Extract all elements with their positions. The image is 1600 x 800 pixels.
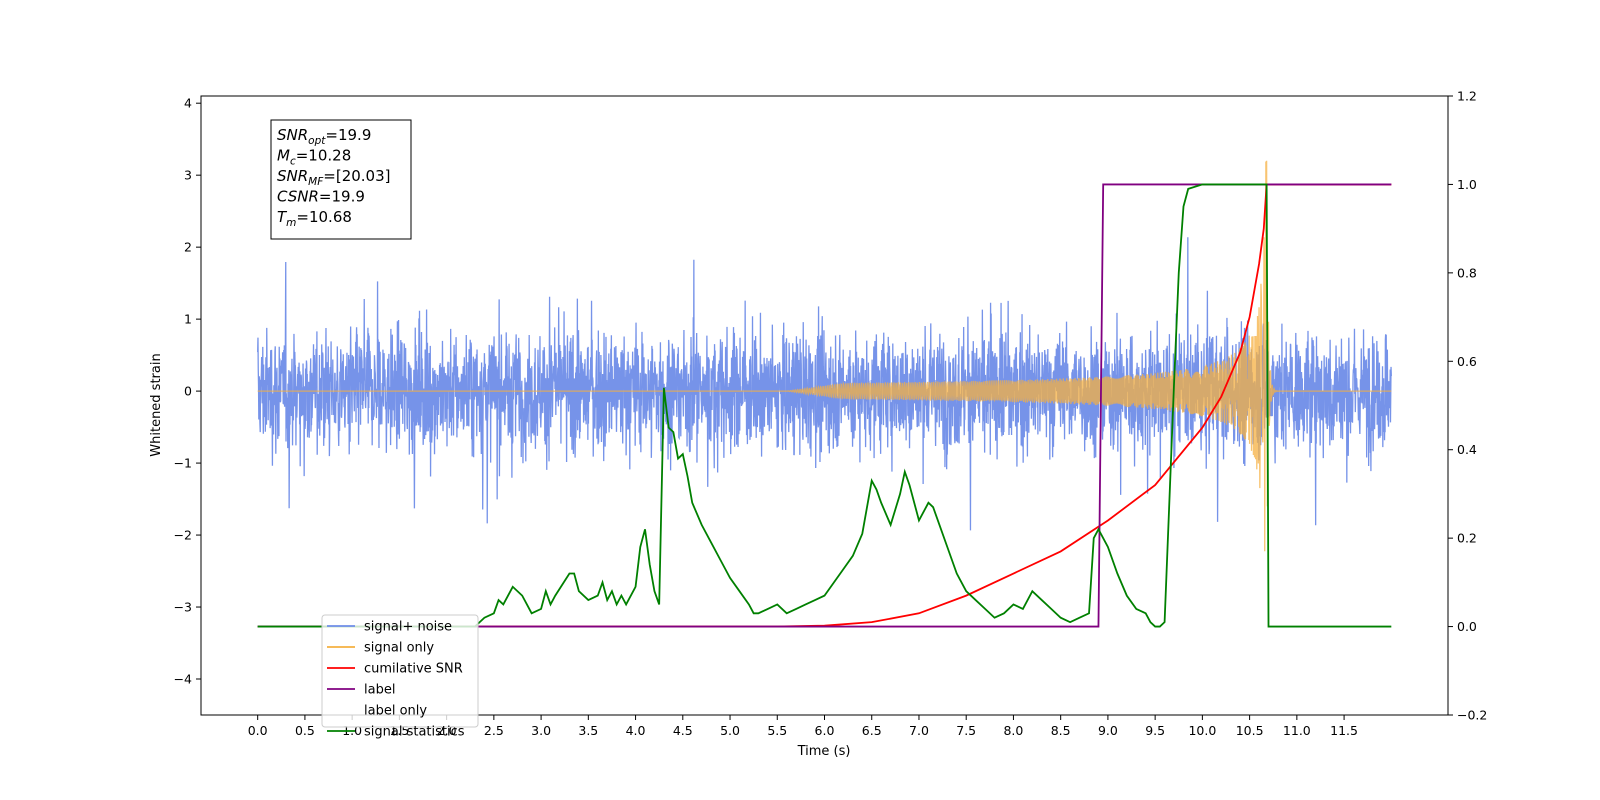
- info-line: SNRMF=[20.03]: [277, 167, 391, 188]
- info-box-frame: [270, 119, 412, 240]
- y-left-tick-label: 3: [184, 168, 192, 183]
- y-right-tick-label: 0.4: [1457, 442, 1477, 457]
- info-line: Tm=10.68: [277, 208, 352, 229]
- x-tick-label: 0.5: [295, 723, 315, 738]
- y-left-tick-label: −3: [174, 600, 192, 615]
- legend-entry: label only: [364, 704, 427, 719]
- axes: 0.0 0.5 1.0 1.5 2.0 2.5 3.0 3.5 4.0 4.5 5.0 5.5 6.0 6…: [174, 89, 1488, 739]
- x-tick-label: 10.0: [1188, 723, 1216, 738]
- x-axis-label: Time (s): [797, 744, 851, 759]
- x-tick-label: 7.5: [956, 723, 976, 738]
- y-right-tick-label: 0.0: [1457, 619, 1477, 634]
- x-tick-label: 5.0: [720, 723, 740, 738]
- legend-frame: [321, 614, 479, 728]
- y-right-tick-label: 0.2: [1457, 531, 1477, 546]
- legend-entry: signal statistics: [364, 725, 465, 740]
- y-axis-label: Whitened strain: [149, 353, 164, 456]
- x-tick-label: 0.0: [248, 723, 268, 738]
- legend-entry: label: [364, 683, 395, 698]
- x-tick-label: 6.5: [862, 723, 882, 738]
- y-left-tick-label: 0: [184, 384, 192, 399]
- x-tick-label: 8.5: [1051, 723, 1071, 738]
- legend-entry: cumilative SNR: [364, 662, 463, 677]
- y-right-tick-label: 1.2: [1457, 89, 1477, 104]
- x-tick-label: 5.5: [767, 723, 787, 738]
- y-right-tick-label: 0.8: [1457, 265, 1477, 280]
- info-line: CSNR=19.9: [277, 188, 365, 206]
- y-left-tick-label: 1: [184, 312, 192, 327]
- x-tick-label: 7.0: [909, 723, 929, 738]
- y-left-tick-label: 4: [184, 96, 192, 111]
- info-line: Mc=10.28: [277, 147, 351, 168]
- series-line-signal-statistics: [257, 183, 1392, 628]
- x-tick-label: 11.5: [1330, 723, 1358, 738]
- x-tick-label: 4.0: [626, 723, 646, 738]
- x-tick-label: 3.5: [578, 723, 598, 738]
- legend: signal+ noise signal only cumilative SNR la…: [321, 614, 479, 740]
- y-right-tick-label: 1.0: [1457, 177, 1477, 192]
- x-tick-label: 9.0: [1098, 723, 1118, 738]
- x-tick-label: 8.0: [1003, 723, 1023, 738]
- x-tick-label: 2.5: [484, 723, 504, 738]
- x-tick-label: 6.0: [815, 723, 835, 738]
- y-right-tick-label: −0.2: [1457, 708, 1487, 723]
- info-box: SNRopt=19.9Mc=10.28SNRMF=[20.03]CSNR=19.…: [270, 119, 412, 240]
- y-left-tick-label: −1: [174, 456, 192, 471]
- x-tick-label: 10.5: [1236, 723, 1264, 738]
- x-tick-label: 9.5: [1145, 723, 1165, 738]
- legend-entry: signal only: [364, 641, 434, 656]
- series-line-signal-only: [257, 160, 1392, 552]
- series-line-label: [257, 183, 1392, 628]
- x-tick-label: 11.0: [1283, 723, 1311, 738]
- x-tick-label: 4.5: [673, 723, 693, 738]
- y-left-tick-label: 2: [184, 240, 192, 255]
- series-line-cumilative-snr: [257, 183, 1392, 628]
- y-left-tick-label: −2: [174, 528, 192, 543]
- info-line: SNRopt=19.9: [277, 126, 371, 147]
- plot-area: [257, 160, 1392, 628]
- y-right-tick-label: 0.6: [1457, 354, 1477, 369]
- legend-entry: signal+ noise: [364, 620, 452, 635]
- x-tick-label: 3.0: [531, 723, 551, 738]
- y-left-tick-label: −4: [174, 672, 192, 687]
